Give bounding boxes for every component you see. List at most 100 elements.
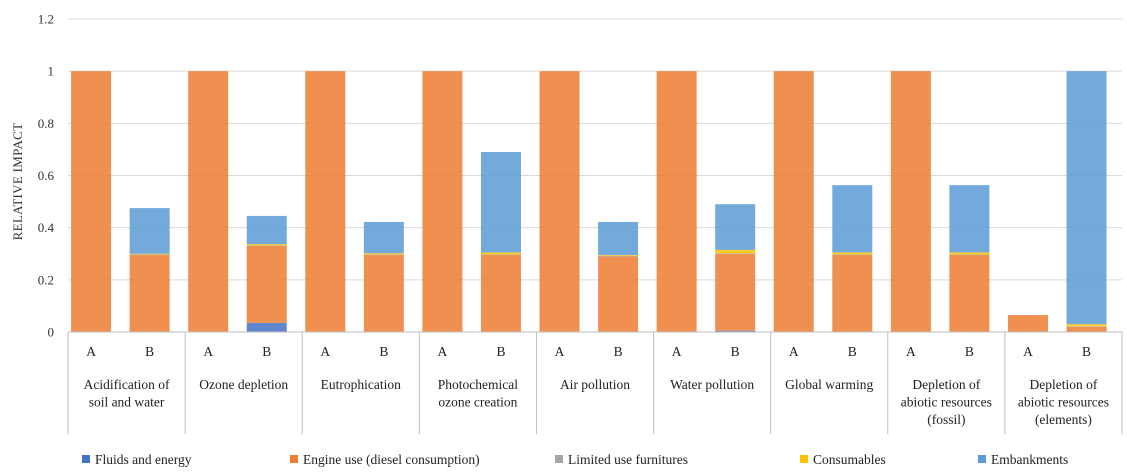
bar-segment xyxy=(129,255,170,332)
bar-segment xyxy=(949,185,990,253)
bar-segment xyxy=(1066,326,1107,327)
bar-segment xyxy=(715,330,756,332)
legend-label: Consumables xyxy=(813,452,886,467)
bar-segment xyxy=(598,221,639,256)
legend-label: Engine use (diesel consumption) xyxy=(303,452,480,467)
legend-label: Fluids and energy xyxy=(95,452,192,467)
scenario-label: B xyxy=(1082,344,1091,359)
legend-swatch xyxy=(978,455,986,463)
bar-segment xyxy=(480,255,521,332)
bar-segment xyxy=(246,244,287,246)
category-label: Air pollution xyxy=(560,377,630,392)
bar-segment xyxy=(129,254,170,256)
bar-segment xyxy=(363,254,404,256)
bar-segment xyxy=(890,71,931,333)
bar-segment xyxy=(715,253,756,331)
bar-segment xyxy=(715,253,756,254)
bar-segment xyxy=(1066,71,1107,325)
y-tick-label: 0.8 xyxy=(38,116,54,131)
bar-segment xyxy=(246,215,287,245)
scenario-label: A xyxy=(906,344,916,359)
bar-segment xyxy=(832,185,873,253)
y-tick-label: 1 xyxy=(48,64,55,79)
bar-segment xyxy=(480,252,521,255)
bar-segment xyxy=(363,253,404,255)
bar-segment xyxy=(129,208,170,254)
category-label: (elements) xyxy=(1035,412,1092,427)
category-label: Global warming xyxy=(785,377,873,392)
bar-segment xyxy=(949,254,990,256)
y-tick-label: 0 xyxy=(48,325,55,340)
bar-segment xyxy=(715,249,756,254)
category-label: Ozone depletion xyxy=(199,377,288,392)
y-axis-title: RELATIVE IMPACT xyxy=(10,123,25,241)
scenario-label: A xyxy=(438,344,448,359)
y-tick-label: 1.2 xyxy=(38,12,54,27)
category-label: Eutrophication xyxy=(321,377,401,392)
bar-segment xyxy=(656,71,697,333)
scenario-label: B xyxy=(379,344,388,359)
bar-segment xyxy=(1007,315,1048,332)
bar-segment xyxy=(598,255,639,257)
category-label: Water pollution xyxy=(670,377,754,392)
category-label: Depletion of xyxy=(912,377,980,392)
bar-segment xyxy=(305,71,346,333)
scenario-label: B xyxy=(496,344,505,359)
bar-segment xyxy=(188,71,229,333)
bar-segment xyxy=(1066,324,1107,327)
bar-segment xyxy=(832,254,873,256)
y-tick-label: 0.6 xyxy=(38,168,55,183)
y-tick-label: 0.2 xyxy=(38,272,54,287)
y-tick-label: 0.4 xyxy=(38,220,55,235)
scenario-label: B xyxy=(145,344,154,359)
scenario-label: A xyxy=(672,344,682,359)
bar-segment xyxy=(773,71,814,333)
legend-label: Embankments xyxy=(991,452,1068,467)
category-label: Acidification of xyxy=(84,377,170,392)
bar-segment xyxy=(363,255,404,332)
category-label: Photochemical xyxy=(438,377,518,392)
bar-segment xyxy=(598,255,639,256)
bar-segment xyxy=(246,245,287,323)
bar-segment xyxy=(422,71,463,333)
scenario-label: A xyxy=(555,344,565,359)
bar-segment xyxy=(480,254,521,256)
category-label: Depletion of xyxy=(1030,377,1098,392)
category-label: abiotic resources xyxy=(901,395,992,410)
scenario-label: A xyxy=(1023,344,1033,359)
bar-segment xyxy=(71,71,112,333)
bar-segment xyxy=(1066,326,1107,332)
category-label: soil and water xyxy=(89,395,165,410)
bar-segment xyxy=(246,322,287,332)
bar-segment xyxy=(363,221,404,254)
scenario-label: B xyxy=(731,344,740,359)
scenario-label: B xyxy=(965,344,974,359)
bar-segment xyxy=(129,253,170,255)
scenario-label: B xyxy=(262,344,271,359)
bar-segment xyxy=(715,204,756,250)
bar-segment xyxy=(832,255,873,332)
legend-swatch xyxy=(800,455,808,463)
category-label: ozone creation xyxy=(438,395,517,410)
category-label: (fossil) xyxy=(927,412,965,427)
bar-segment xyxy=(949,252,990,255)
bar-segment xyxy=(832,252,873,255)
legend-swatch xyxy=(290,455,298,463)
legend-swatch xyxy=(555,455,563,463)
scenario-label: A xyxy=(86,344,96,359)
bar-segment xyxy=(949,255,990,332)
bar-segment xyxy=(480,152,521,253)
bar-segment xyxy=(598,256,639,332)
bar-segment xyxy=(246,245,287,246)
scenario-label: B xyxy=(848,344,857,359)
scenario-label: A xyxy=(203,344,213,359)
bar-segment xyxy=(539,71,580,333)
scenario-label: A xyxy=(789,344,799,359)
category-label: abiotic resources xyxy=(1018,395,1109,410)
legend-swatch xyxy=(82,455,90,463)
scenario-label: A xyxy=(320,344,330,359)
scenario-label: B xyxy=(614,344,623,359)
legend-label: Limited use furnitures xyxy=(568,452,688,467)
